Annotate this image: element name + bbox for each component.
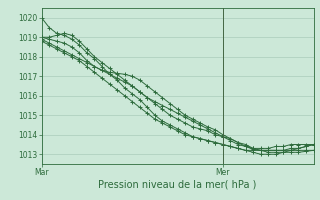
X-axis label: Pression niveau de la mer( hPa ): Pression niveau de la mer( hPa ) [99, 180, 257, 190]
